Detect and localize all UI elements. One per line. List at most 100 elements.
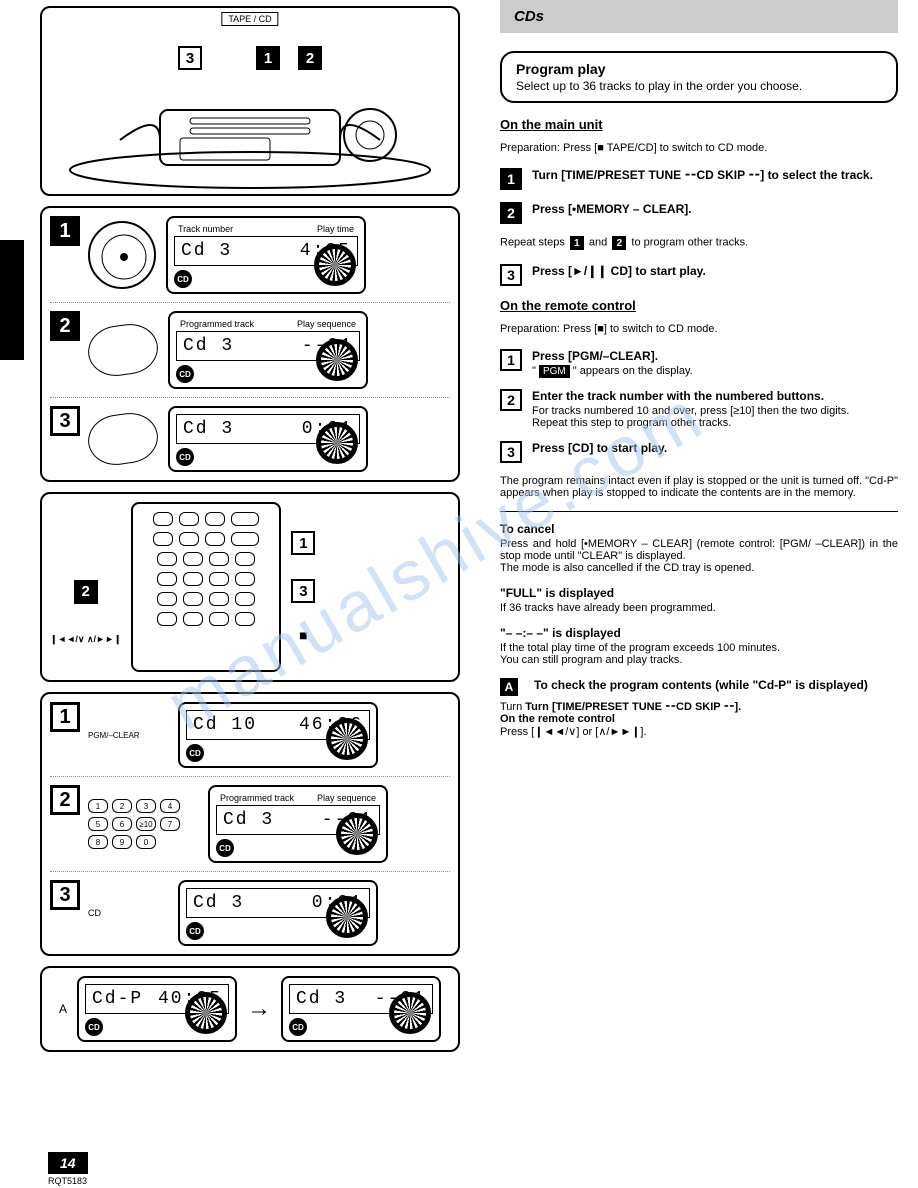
program-play-box: Program play Select up to 36 tracks to p… [500,51,898,103]
panel-a-badge: A [59,1002,67,1016]
dash-text: If the total play time of the program ex… [500,642,898,666]
step-badge-1: 1 [500,168,522,190]
lcd-label: Programmed track [180,319,254,329]
cd-indicator-icon: CD [176,448,194,466]
lcd-label: Play sequence [297,319,356,329]
full-heading: "FULL" is displayed [500,586,898,600]
remote-panel: 2 ❙◄◄/∨ ∧/►►❙ 1 3 ■ [40,492,460,682]
cd-indicator-icon: CD [176,365,194,383]
step-2-badge: 2 [50,785,80,815]
main-step-2: Press [•MEMORY – CLEAR]. [532,202,692,216]
doc-code: RQT5183 [48,1176,87,1186]
step-3-badge: 3 [50,880,80,910]
lcd-value: Cd 3 [223,810,274,830]
dash-heading: "– –:– –" is displayed [500,626,898,640]
on-main-unit-heading: On the main unit [500,117,898,132]
main-unit-panel: 1 Track number Play time Cd 3 4:35 [40,206,460,482]
prep-remote: Preparation: Press [■] to switch to CD m… [500,323,898,335]
jog-icon [326,718,368,760]
page-number: 14 [48,1152,88,1174]
display-step2: Programmed track Play sequence Cd 3 --01… [168,311,368,389]
display-r3: Cd 3 0:01 CD [178,880,378,946]
remote-control-icon [131,502,281,672]
memory-clear-button-icon [85,320,161,379]
lcd-label: Programmed track [220,793,294,803]
cd-indicator-icon: CD [174,270,192,288]
check-badge-a: A [500,678,518,696]
lcd-value: Cd 3 [183,336,234,356]
check-heading: To check the program contents (while "Cd… [534,678,898,696]
display-a1: Cd-P 40:25 CD [77,976,237,1042]
step-1-badge: 1 [50,702,80,732]
cd-indicator-icon: CD [289,1018,307,1036]
step-badge-2: 2 [500,202,522,224]
jog-icon [326,896,368,938]
arrow-right-icon: → [247,995,271,1023]
callout-1: 1 [256,46,280,70]
unit-diagram: TAPE / CD 3 1 2 [40,6,460,196]
lcd-label: Play sequence [317,793,376,803]
remote-step-3-badge: 3 [500,441,522,463]
remote-step-2-badge: 2 [500,389,522,411]
cd-play-button-icon [85,409,161,468]
check-remote: On the remote control [500,713,898,725]
lcd-value: Cd 3 [183,419,234,439]
callout-2: 2 [74,580,98,604]
cd-indicator-icon: CD [186,922,204,940]
lcd-label: Track number [178,224,233,234]
remote-step-2-sub: For tracks numbered 10 and over, press [… [532,405,898,429]
step-3-badge: 3 [50,406,80,436]
lcd-value: Cd 3 [296,989,347,1009]
display-r2: Programmed track Play sequence Cd 3 --01… [208,785,388,863]
on-remote-heading: On the remote control [500,298,898,313]
remote-step-1-sub: " PGM " appears on the display. [532,365,898,377]
lcd-value: Cd 3 [193,893,244,913]
display-step1: Track number Play time Cd 3 4:35 CD [166,216,366,294]
prep-main: Preparation: Press [■ TAPE/CD] to switch… [500,142,898,154]
cd-indicator-icon: CD [85,1018,103,1036]
left-column: TAPE / CD 3 1 2 1 [0,0,470,1188]
jog-icon [316,339,358,381]
stop-label: ■ [299,627,307,643]
jog-icon [336,813,378,855]
number-buttons-icon: 123 456≥10 7890 [88,799,198,849]
jog-icon [389,992,431,1034]
tape-cd-label: TAPE / CD [221,12,278,26]
remote-steps-panel: 1 PGM/–CLEAR Cd 10 46:06 CD 2 [40,692,460,956]
remote-step-3: Press [CD] to start play. [532,441,667,455]
remote-step-2: Enter the track number with the numbered… [532,389,824,403]
cancel-text: Press and hold [•MEMORY – CLEAR] (remote… [500,538,898,574]
pgm-clear-label: PGM/–CLEAR [88,731,168,740]
lcd-value: Cd-P [92,989,143,1009]
right-column: CDs Program play Select up to 36 tracks … [470,0,918,1188]
memory-para: The program remains intact even if play … [500,475,898,499]
main-step-3: Press [►/❙❙ CD] to start play. [532,264,706,278]
cd-button-label: CD [88,908,168,918]
tune-dial-icon [88,221,156,289]
lcd-value: Cd 3 [181,241,232,261]
check-press: Press [❙◄◄/∨] or [∧/►►❙]. [500,725,898,738]
jog-icon [316,422,358,464]
display-step3: Cd 3 0:01 CD [168,406,368,472]
step-1-badge: 1 [50,216,80,246]
display-r1: Cd 10 46:06 CD [178,702,378,768]
cancel-heading: To cancel [500,522,898,536]
lcd-value: Cd 10 [193,715,257,735]
main-step-1: Turn [TIME/PRESET TUNE ⁃⁃CD SKIP ⁃⁃] to … [532,168,873,182]
jog-icon [314,244,356,286]
remote-step-1: Press [PGM/–CLEAR]. [532,349,658,363]
program-play-text: Select up to 36 tracks to play in the or… [516,79,882,93]
cd-indicator-icon: CD [216,839,234,857]
cds-header: CDs [500,0,898,33]
remote-step-1-badge: 1 [500,349,522,371]
check-turn-bold: Turn [TIME/PRESET TUNE ⁃⁃CD SKIP ⁃⁃]. [525,701,741,713]
callout-1: 1 [291,531,315,555]
callout-3: 3 [291,579,315,603]
skip-label: ❙◄◄/∨ ∧/►►❙ [50,634,121,645]
check-turn: Turn Turn [TIME/PRESET TUNE ⁃⁃CD SKIP ⁃⁃… [500,700,898,713]
step-badge-3: 3 [500,264,522,286]
jog-icon [185,992,227,1034]
repeat-note: Repeat steps 1 and 2 to program other tr… [500,236,898,250]
full-text: If 36 tracks have already been programme… [500,602,898,614]
step-2-badge: 2 [50,311,80,341]
